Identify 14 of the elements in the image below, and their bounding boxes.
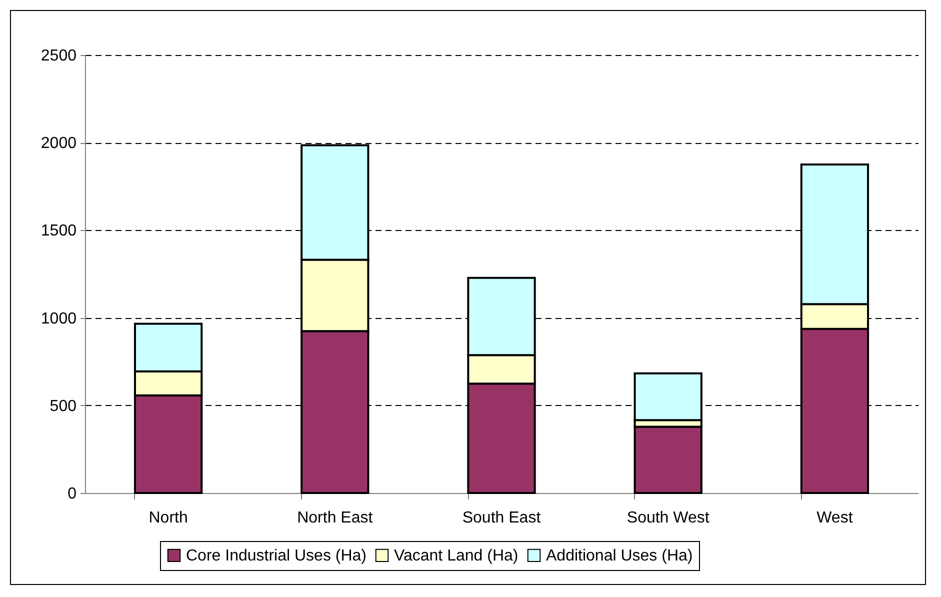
legend-label: Additional Uses (Ha) (546, 547, 693, 564)
y-tick-label: 0 (68, 486, 77, 502)
x-tick-label: West (816, 510, 854, 526)
legend-label: Core Industrial Uses (Ha) (186, 547, 366, 564)
y-tick-label: 500 (50, 398, 77, 415)
y-tick-label: 2500 (40, 48, 77, 64)
x-tick-label: North (148, 510, 188, 526)
legend-label: Vacant Land (Ha) (394, 547, 518, 564)
y-tick-label: 2000 (40, 135, 77, 152)
y-tick-label: 1000 (40, 310, 77, 328)
x-tick-label: South East (462, 510, 542, 526)
y-tick-label: 1500 (40, 222, 77, 240)
x-tick-label: North East (297, 510, 374, 526)
x-tick-label: South West (626, 510, 710, 526)
